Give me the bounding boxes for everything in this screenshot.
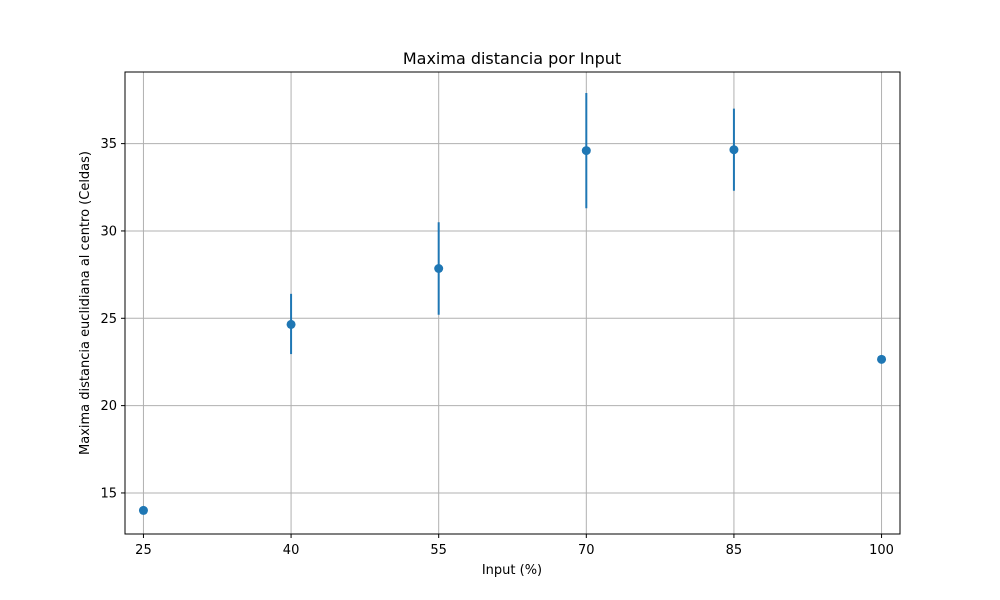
y-axis: 15 20 25 30 35 xyxy=(100,137,125,501)
y-tick-label: 15 xyxy=(100,486,117,501)
x-tick-label: 100 xyxy=(869,543,894,558)
y-tick-label: 25 xyxy=(100,312,117,327)
x-tick-label: 25 xyxy=(135,543,152,558)
x-axis: 25 40 55 70 85 100 xyxy=(135,534,894,558)
x-tick-label: 40 xyxy=(283,543,300,558)
x-tick-label: 55 xyxy=(430,543,447,558)
data-points xyxy=(138,145,887,515)
y-tick-label: 20 xyxy=(100,399,117,414)
grid xyxy=(125,72,900,534)
chart-title: Maxima distancia por Input xyxy=(403,49,621,68)
data-point xyxy=(138,505,148,515)
y-tick-label: 35 xyxy=(100,137,117,152)
y-axis-label: Maxima distancia euclidiana al centro (C… xyxy=(78,151,93,455)
data-point xyxy=(286,319,296,329)
y-tick-label: 30 xyxy=(100,224,117,239)
data-point xyxy=(729,145,739,155)
plot-frame xyxy=(124,71,901,535)
error-bars xyxy=(290,92,735,355)
x-axis-label: Input (%) xyxy=(482,563,542,578)
data-point xyxy=(434,264,444,274)
x-tick-label: 85 xyxy=(726,543,743,558)
data-point xyxy=(877,354,887,364)
x-tick-label: 70 xyxy=(578,543,595,558)
data-point xyxy=(581,146,591,156)
